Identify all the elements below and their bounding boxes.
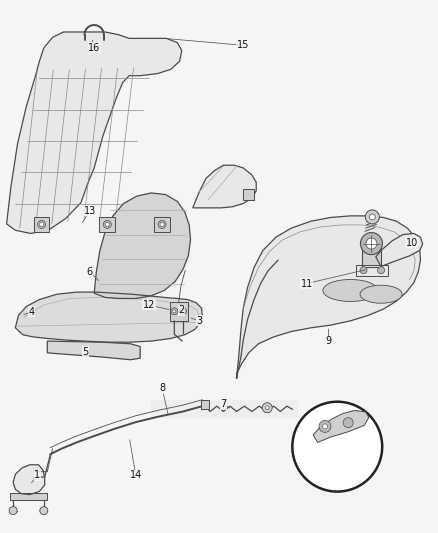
Text: 15: 15 <box>237 41 249 50</box>
Polygon shape <box>94 193 191 298</box>
Text: 6: 6 <box>87 267 93 277</box>
Circle shape <box>38 220 46 229</box>
Text: 12: 12 <box>143 300 155 310</box>
Polygon shape <box>193 165 256 208</box>
Polygon shape <box>201 400 209 409</box>
Polygon shape <box>13 465 45 495</box>
Circle shape <box>105 222 110 227</box>
Circle shape <box>180 308 187 315</box>
Text: 13: 13 <box>84 206 96 215</box>
Circle shape <box>360 232 382 255</box>
Text: 4: 4 <box>28 307 35 317</box>
Circle shape <box>378 266 385 274</box>
Text: 7: 7 <box>220 399 226 409</box>
Circle shape <box>343 418 353 427</box>
Circle shape <box>39 222 44 227</box>
Text: 16: 16 <box>88 43 100 53</box>
Polygon shape <box>170 302 188 321</box>
Polygon shape <box>154 217 170 232</box>
Polygon shape <box>376 233 423 266</box>
Circle shape <box>292 402 382 491</box>
Polygon shape <box>47 341 140 360</box>
Polygon shape <box>99 217 115 232</box>
Circle shape <box>158 220 166 229</box>
Polygon shape <box>15 292 202 342</box>
Circle shape <box>9 506 17 515</box>
Circle shape <box>160 222 164 227</box>
Polygon shape <box>34 217 49 232</box>
Circle shape <box>173 310 176 313</box>
Circle shape <box>265 406 269 410</box>
Ellipse shape <box>323 279 378 302</box>
Ellipse shape <box>360 285 402 303</box>
Polygon shape <box>362 244 381 266</box>
Polygon shape <box>243 189 254 200</box>
Text: 5: 5 <box>82 347 88 357</box>
Circle shape <box>322 424 328 429</box>
Circle shape <box>360 266 367 274</box>
Text: 3: 3 <box>196 316 202 326</box>
Polygon shape <box>7 32 182 233</box>
Polygon shape <box>356 265 388 276</box>
Circle shape <box>40 506 48 515</box>
Text: 11: 11 <box>300 279 313 288</box>
Circle shape <box>103 220 111 229</box>
Polygon shape <box>313 410 369 442</box>
Text: 8: 8 <box>159 383 165 393</box>
Text: 10: 10 <box>406 238 418 247</box>
Circle shape <box>319 421 331 432</box>
Polygon shape <box>237 216 420 378</box>
Circle shape <box>171 308 178 315</box>
Text: 14: 14 <box>130 471 142 480</box>
Circle shape <box>369 214 375 220</box>
Circle shape <box>365 210 379 224</box>
Polygon shape <box>10 493 47 500</box>
Polygon shape <box>151 400 298 418</box>
Circle shape <box>182 310 184 313</box>
Text: 2: 2 <box>179 305 185 315</box>
Circle shape <box>262 403 272 413</box>
Circle shape <box>366 238 377 249</box>
Text: 9: 9 <box>325 336 332 346</box>
Text: 1: 1 <box>34 471 40 480</box>
